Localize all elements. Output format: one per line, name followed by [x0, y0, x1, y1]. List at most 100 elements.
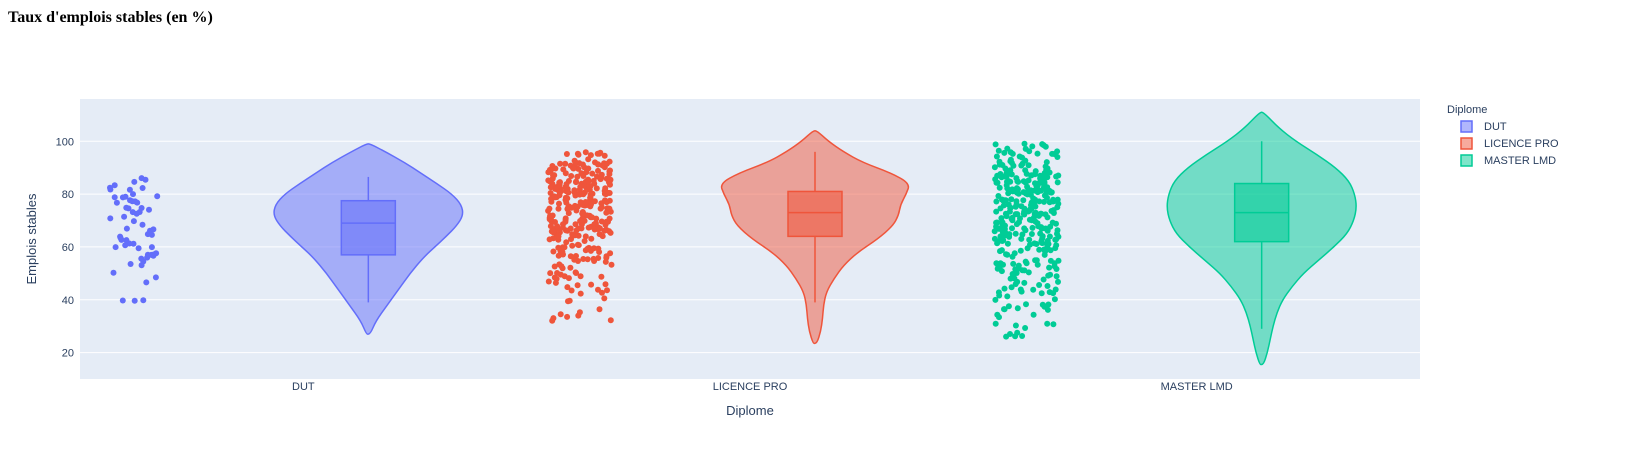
data-point — [554, 270, 561, 276]
data-point — [562, 216, 569, 223]
data-point — [550, 315, 557, 322]
data-point — [1037, 187, 1044, 194]
data-point — [1022, 325, 1029, 331]
data-point — [1018, 162, 1025, 169]
data-point — [1033, 257, 1040, 264]
data-point — [1001, 306, 1007, 313]
data-point — [606, 190, 613, 196]
data-point — [593, 185, 600, 192]
data-point — [999, 162, 1006, 168]
data-point — [1003, 333, 1010, 340]
data-point — [1004, 293, 1011, 300]
y-axis-ticks: 20 40 60 80 100 — [56, 136, 74, 359]
data-point — [1029, 224, 1036, 231]
data-point — [577, 218, 584, 224]
data-point — [572, 221, 579, 228]
data-point — [563, 151, 570, 157]
data-point — [997, 171, 1004, 177]
data-point — [1003, 213, 1010, 220]
data-point — [546, 166, 553, 173]
data-point — [113, 199, 120, 206]
data-point — [564, 206, 571, 212]
data-point — [991, 235, 998, 242]
data-point — [1023, 301, 1029, 308]
data-point — [1027, 191, 1034, 198]
data-point — [557, 160, 564, 167]
data-point — [597, 176, 604, 183]
data-point — [1031, 240, 1038, 247]
data-point — [1009, 225, 1015, 232]
data-point — [1001, 285, 1008, 292]
data-point — [556, 200, 562, 207]
data-point — [1017, 286, 1024, 293]
data-point — [562, 160, 569, 167]
data-point — [1021, 140, 1028, 147]
data-point — [1021, 225, 1028, 232]
data-point — [606, 215, 613, 222]
data-point — [998, 247, 1005, 254]
data-point — [1041, 198, 1047, 205]
data-point — [140, 297, 147, 304]
data-point — [586, 183, 592, 190]
data-point — [1004, 251, 1011, 258]
data-point — [1028, 172, 1034, 179]
data-point — [142, 176, 149, 183]
data-point — [1016, 153, 1023, 160]
data-point — [1054, 179, 1061, 186]
data-point — [595, 161, 602, 168]
data-point — [148, 244, 155, 251]
data-point — [1044, 320, 1051, 327]
data-point — [127, 261, 134, 267]
data-point — [1001, 173, 1008, 180]
data-point — [1004, 145, 1011, 152]
data-point — [1032, 168, 1039, 175]
data-point — [107, 184, 113, 191]
data-point — [551, 193, 558, 200]
x-tick-label: MASTER LMD — [1161, 381, 1233, 393]
data-point — [1021, 205, 1028, 212]
legend: Diplome DUT LICENCE PRO MASTER LMD — [1447, 104, 1559, 167]
data-point — [1055, 278, 1061, 285]
data-point — [1009, 253, 1016, 260]
data-point — [560, 251, 566, 258]
data-point — [1046, 187, 1053, 194]
data-point — [993, 198, 1000, 205]
data-point — [603, 175, 610, 182]
data-point — [995, 263, 1002, 270]
data-point — [593, 215, 600, 222]
data-point — [580, 210, 587, 217]
legend-label: MASTER LMD — [1484, 155, 1556, 167]
data-point — [1015, 262, 1022, 269]
data-point — [596, 306, 603, 313]
data-point — [603, 160, 610, 167]
data-point — [552, 165, 559, 172]
data-point — [1010, 260, 1017, 267]
data-point — [1041, 192, 1048, 199]
data-point — [1012, 322, 1019, 329]
data-point — [577, 273, 584, 280]
data-point — [996, 184, 1003, 191]
violin-traces — [107, 111, 1357, 366]
data-point — [1038, 290, 1045, 297]
data-point — [1046, 264, 1053, 271]
data-point — [591, 198, 598, 205]
data-point — [564, 284, 571, 291]
data-point — [577, 199, 584, 206]
data-point — [1005, 201, 1012, 208]
data-point — [992, 320, 999, 327]
data-point — [1008, 284, 1015, 291]
data-point — [1009, 150, 1016, 157]
data-point — [1028, 231, 1035, 237]
data-point — [1025, 177, 1032, 184]
data-point — [1047, 247, 1054, 254]
data-point — [571, 256, 578, 263]
data-point — [129, 198, 136, 205]
data-point — [574, 173, 581, 180]
data-point — [585, 178, 592, 185]
data-point — [1044, 227, 1051, 234]
data-point — [1005, 303, 1012, 310]
data-point — [1041, 303, 1048, 310]
data-point — [133, 210, 140, 217]
data-point — [119, 194, 126, 201]
